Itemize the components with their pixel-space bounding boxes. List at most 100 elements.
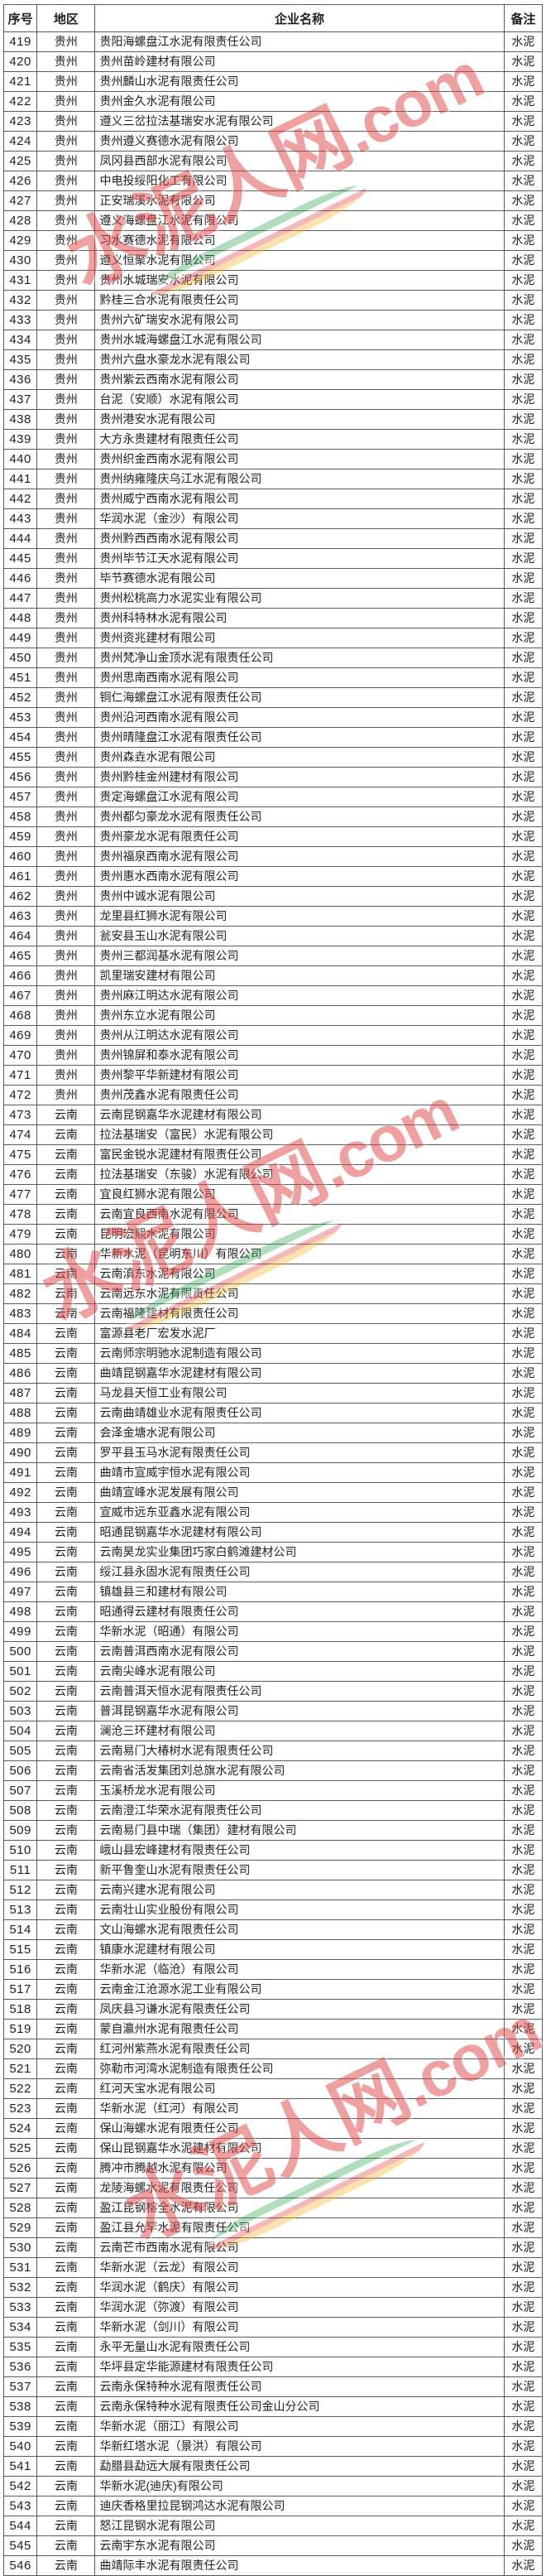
row-region: 云南 [36,2376,96,2397]
row-number: 459 [2,826,38,847]
row-company-name: 云南宜良西南水泥有限公司 [94,1204,505,1225]
row-region: 云南 [36,1800,96,1821]
row-number: 485 [2,1343,38,1364]
row-company-name: 贵州福泉西南水泥有限公司 [94,846,505,867]
row-note: 水泥 [503,2158,544,2179]
row-region: 贵州 [36,349,96,370]
row-company-name: 会泽金塘水泥有限公司 [94,1423,505,1443]
table-row: 458 贵州 贵州都匀豪龙水泥有限责任公司 水泥 [2,807,544,827]
row-company-name: 贵州威宁西南水泥有限公司 [94,489,505,509]
table-row: 448 贵州 贵州科特林水泥有限公司 水泥 [2,608,544,628]
row-company-name: 云南宇东水泥有限公司 [94,2535,505,2556]
row-company-name: 贵州水城瑞安水泥有限公司 [94,270,505,291]
row-note: 水泥 [503,528,544,549]
row-region: 贵州 [36,310,96,330]
row-note: 水泥 [503,2535,544,2556]
row-note: 水泥 [503,1562,544,1582]
row-note: 水泥 [503,111,544,132]
row-note: 水泥 [503,2217,544,2238]
row-number: 427 [2,190,38,211]
table-row: 537 云南 云南永保特种水泥有限责任公司 水泥 [2,2376,544,2397]
row-region: 云南 [36,2516,96,2536]
row-company-name: 文山海螺水泥有限责任公司 [94,1919,505,1940]
row-company-name: 云南远东水泥有限责任公司 [94,1283,505,1304]
row-note: 水泥 [503,1283,544,1304]
table-row: 485 云南 云南师宗明驰水泥制造有限公司 水泥 [2,1343,544,1364]
row-company-name: 龙里县红狮水泥有限公司 [94,906,505,927]
row-company-name: 华新水泥（临沧）有限公司 [94,1959,505,1980]
row-number: 469 [2,1025,38,1046]
row-number: 439 [2,429,38,450]
row-note: 水泥 [503,1582,544,1602]
row-note: 水泥 [503,807,544,827]
row-number: 442 [2,489,38,509]
row-number: 521 [2,2058,38,2079]
row-number: 453 [2,707,38,728]
row-number: 464 [2,926,38,946]
row-number: 528 [2,2198,38,2218]
row-region: 云南 [36,2198,96,2218]
row-company-name: 云南昆钢嘉华水泥建材有限公司 [94,1105,505,1125]
row-company-name: 贵州科特林水泥有限公司 [94,608,505,628]
row-number: 429 [2,230,38,251]
row-note: 水泥 [503,1025,544,1046]
row-region: 云南 [36,2456,96,2477]
row-company-name: 宜良红狮水泥有限公司 [94,1184,505,1205]
row-region: 贵州 [36,886,96,907]
row-region: 云南 [36,2535,96,2556]
row-number: 431 [2,270,38,291]
table-row: 439 贵州 大方永贵建材有限责任公司 水泥 [2,429,544,450]
table-row: 435 贵州 贵州六盘水豪龙水泥有限公司 水泥 [2,349,544,370]
table-row: 447 贵州 贵州松桃高力水泥实业有限公司 水泥 [2,588,544,609]
row-note: 水泥 [503,2198,544,2218]
row-company-name: 怒江昆钢水泥有限公司 [94,2516,505,2536]
row-company-name: 绥江县永固水泥有限责任公司 [94,1562,505,1582]
row-number: 511 [2,1860,38,1880]
row-region: 云南 [36,1562,96,1582]
row-company-name: 云南易门县中瑞（集团）建材有限公司 [94,1820,505,1841]
row-number: 502 [2,1681,38,1702]
row-region: 云南 [36,1303,96,1324]
table-row: 440 贵州 贵州织金西南水泥有限公司 水泥 [2,449,544,469]
row-region: 云南 [36,2496,96,2516]
row-company-name: 弥勒市河湾水泥制造有限责任公司 [94,2058,505,2079]
row-region: 贵州 [36,508,96,529]
row-number: 522 [2,2078,38,2099]
row-region: 云南 [36,1919,96,1940]
row-company-name: 贵阳海螺盘江水泥有限责任公司 [94,31,505,52]
row-note: 水泥 [503,31,544,52]
row-number: 432 [2,290,38,311]
row-company-name: 蒙自瀛州水泥有限责任公司 [94,2019,505,2039]
row-region: 贵州 [36,290,96,311]
table-row: 512 云南 云南兴建水泥有限公司 水泥 [2,1880,544,1900]
row-number: 437 [2,389,38,410]
row-number: 533 [2,2297,38,2318]
row-region: 云南 [36,2337,96,2357]
row-region: 云南 [36,1482,96,1503]
table-row: 539 云南 华新水泥（丽江）有限公司 水泥 [2,2416,544,2437]
row-note: 水泥 [503,1363,544,1384]
row-note: 水泥 [503,330,544,350]
table-row: 420 贵州 贵州苗岭建材有限公司 水泥 [2,51,544,72]
row-region: 云南 [36,1164,96,1185]
row-region: 贵州 [36,489,96,509]
table-row: 531 云南 华新水泥（云龙）有限公司 水泥 [2,2257,544,2278]
table-row: 431 贵州 贵州水城瑞安水泥有限公司 水泥 [2,270,544,291]
row-region: 云南 [36,1939,96,1960]
row-company-name: 贵州松桃高力水泥实业有限公司 [94,588,505,609]
table-row: 434 贵州 贵州水城海螺盘江水泥有限公司 水泥 [2,330,544,350]
row-region: 贵州 [36,946,96,966]
company-table: 序号 地区 企业名称 备注 419 贵州 贵阳海螺盘江水泥有限责任公司 水泥 420 贵州… [2,4,544,2576]
row-region: 贵州 [36,171,96,191]
row-region: 云南 [36,1502,96,1523]
row-note: 水泥 [503,2496,544,2516]
row-note: 水泥 [503,1124,544,1145]
row-region: 云南 [36,1820,96,1841]
table-row: 506 云南 云南省活发集团刘总旗水泥有限公司 水泥 [2,1760,544,1781]
row-company-name: 宣威市远东亚鑫水泥有限公司 [94,1502,505,1523]
row-company-name: 云南普洱天恒水泥有限责任公司 [94,1681,505,1702]
table-row: 422 贵州 贵州金久水泥有限公司 水泥 [2,91,544,112]
table-row: 454 贵州 贵州晴隆盘江水泥有限责任公司 水泥 [2,727,544,748]
table-row: 468 贵州 贵州东立水泥有限公司 水泥 [2,1005,544,1026]
row-company-name: 华新水泥（丽江）有限公司 [94,2416,505,2437]
